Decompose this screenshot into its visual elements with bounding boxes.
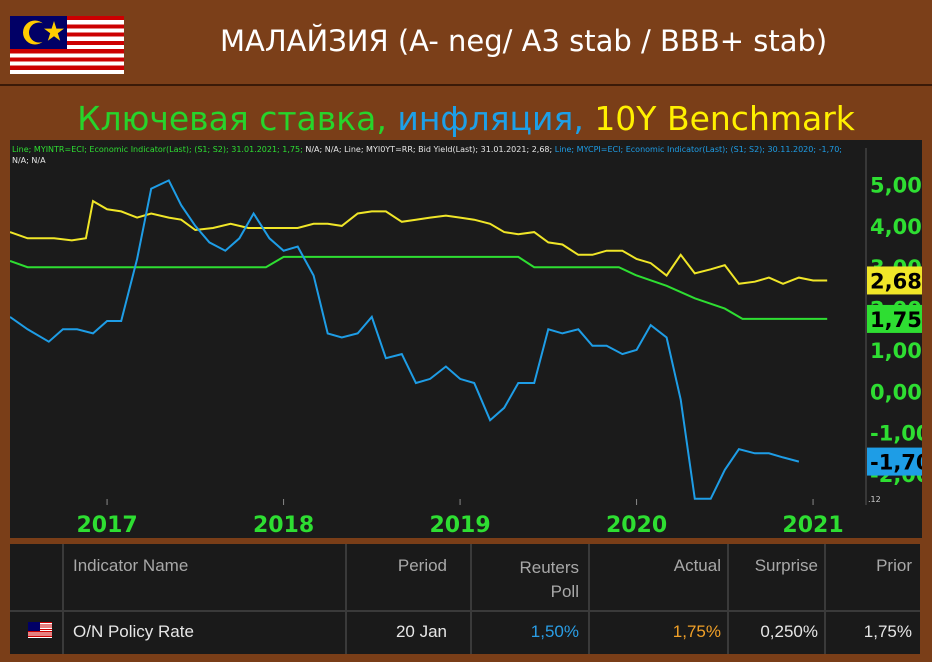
subtitle-key-rate: Ключевая ставка,: [77, 99, 387, 138]
subtitle-inflation: инфляция,: [397, 99, 584, 138]
x-tick-label: 2019: [429, 513, 490, 538]
column-divider: [470, 544, 472, 654]
malaysia-flag-icon: [10, 16, 124, 74]
x-tick-label: 2017: [76, 513, 137, 538]
chart-subtitle: Ключевая ставка, инфляция, 10Y Benchmark: [0, 86, 932, 138]
flag-canton: [10, 16, 67, 49]
row-divider: [10, 610, 920, 612]
col-surprise[interactable]: Surprise: [754, 556, 818, 575]
column-divider: [345, 544, 347, 654]
y-tick-label: -1,00: [870, 422, 922, 446]
x-tick-label: 2020: [606, 513, 667, 538]
y-tick-label: 0,00: [870, 380, 922, 404]
column-divider: [824, 544, 826, 654]
x-tick-label: 2021: [782, 513, 843, 538]
col-reuters-poll[interactable]: Reuters Poll: [490, 556, 579, 604]
row-indicator-name[interactable]: O/N Policy Rate: [73, 622, 194, 641]
col-prior[interactable]: Prior: [876, 556, 912, 575]
y-tick-label: 4,00: [870, 215, 922, 239]
col-reuters-poll-label: Reuters Poll: [519, 558, 579, 601]
legend-policy-rate: Line; MYINTR=ECI; Economic Indicator(Las…: [12, 145, 303, 154]
column-divider: [62, 544, 64, 654]
row-flag-canton: [28, 622, 40, 631]
row-period: 20 Jan: [395, 622, 447, 641]
last-value-badge: [867, 447, 922, 476]
last-value-badge: [867, 266, 922, 295]
col-actual[interactable]: Actual: [673, 556, 721, 575]
legend-na: N/A; N/A: [12, 156, 46, 165]
header-bar: МАЛАЙЗИЯ (A- neg/ A3 stab / BBB+ stab): [0, 0, 932, 86]
column-divider: [727, 544, 729, 654]
indicator-table: Indicator Name Period Reuters Poll Actua…: [10, 544, 920, 654]
col-period[interactable]: Period: [397, 556, 447, 575]
page-title: МАЛАЙЗИЯ (A- neg/ A3 stab / BBB+ stab): [220, 24, 828, 58]
row-reuters-poll: 1,50%: [530, 622, 579, 641]
row-surprise: 0,250%: [760, 622, 818, 641]
series-line-MYINTR=ECI: [10, 255, 828, 320]
series-line-MYI0YT=RR: [10, 199, 828, 285]
subtitle-benchmark: 10Y Benchmark: [594, 99, 855, 138]
legend-text: Line; MYINTR=ECI; Economic Indicator(Las…: [12, 145, 842, 154]
last-value-label: 2,68: [870, 269, 922, 293]
column-divider: [588, 544, 590, 654]
last-value-label: 1,75: [870, 308, 922, 332]
y-tick-label: 1,00: [870, 339, 922, 363]
col-indicator-name[interactable]: Indicator Name: [73, 556, 189, 575]
x-tick-label: 2018: [253, 513, 314, 538]
corner-label: .12: [868, 495, 881, 504]
series-line-MYCPI=ECI: [10, 179, 800, 500]
legend-cpi: Line; MYCPI=ECI; Economic Indicator(Last…: [555, 145, 842, 154]
legend-benchmark: N/A; N/A; Line; MYI0YT=RR; Bid Yield(Las…: [305, 145, 552, 154]
chart-panel: Line; MYINTR=ECI; Economic Indicator(Las…: [10, 140, 922, 538]
crescent-star-icon: [23, 20, 64, 45]
row-actual: 1,75%: [672, 622, 721, 641]
last-value-badge: [867, 304, 922, 333]
last-value-label: -1,70: [870, 451, 922, 475]
row-prior: 1,75%: [863, 622, 912, 641]
line-chart: Line; MYINTR=ECI; Economic Indicator(Las…: [10, 140, 922, 538]
row-flag-icon: [28, 622, 52, 638]
y-tick-label: 5,00: [870, 174, 922, 198]
